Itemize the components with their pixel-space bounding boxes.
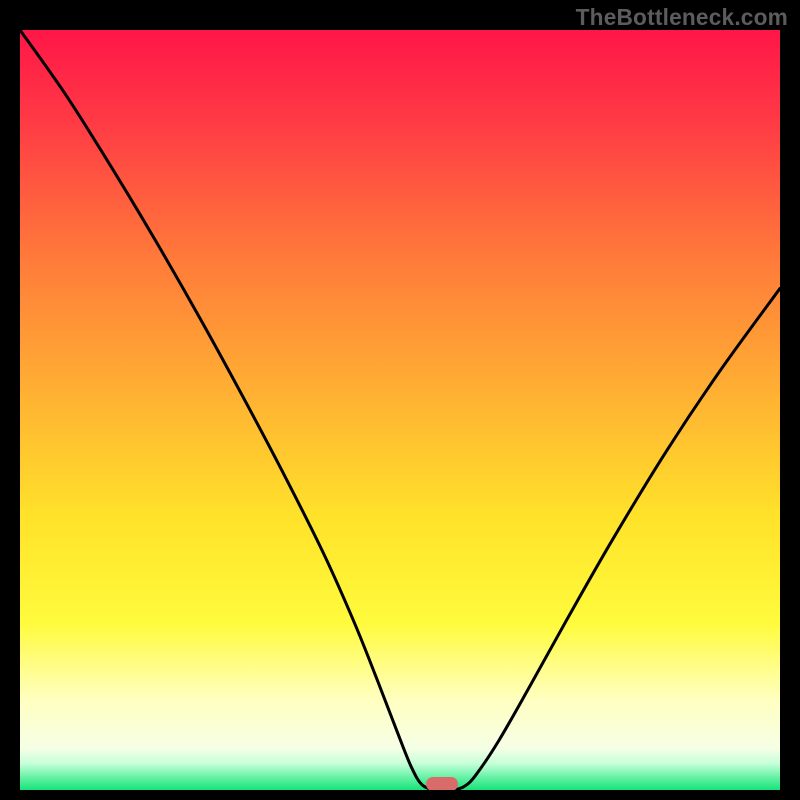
plot-area bbox=[20, 30, 780, 790]
bottleneck-curve bbox=[20, 30, 780, 790]
curve-path bbox=[20, 30, 780, 790]
optimal-marker bbox=[426, 777, 458, 790]
watermark-text: TheBottleneck.com bbox=[576, 4, 788, 31]
chart-frame: TheBottleneck.com bbox=[0, 0, 800, 800]
